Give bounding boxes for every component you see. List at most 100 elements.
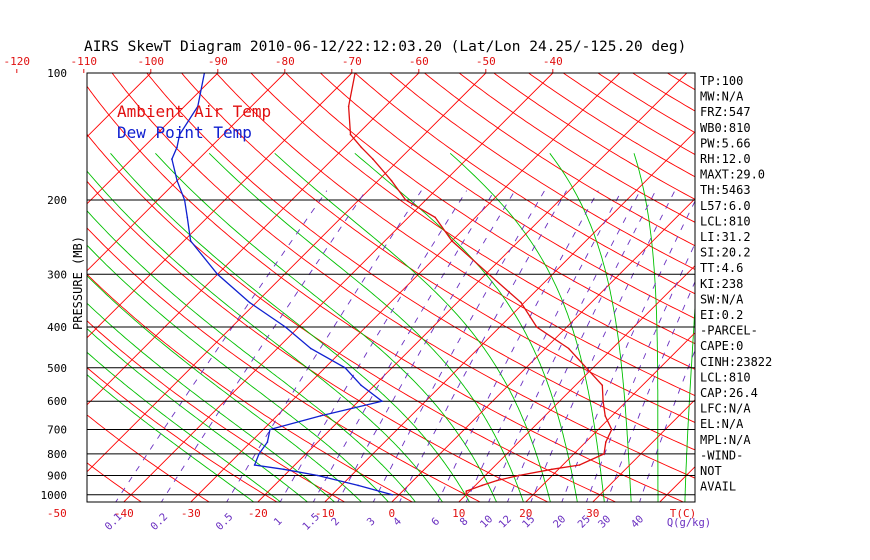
dew-point-temp-point	[189, 240, 192, 242]
dew-point-temp-point	[266, 441, 269, 443]
top-axis-tick-label: -80	[275, 55, 295, 68]
dry-adiabat-line	[87, 133, 617, 502]
sounding-index-item: LI:31.2	[700, 230, 751, 244]
sounding-index-item: AVAIL	[700, 480, 736, 494]
isotherm-line	[87, 73, 353, 339]
sounding-index-item: NOT	[700, 464, 722, 478]
top-axis-tick-label: -110	[71, 55, 98, 68]
ambient-air-temp-point	[349, 133, 352, 136]
bottom-axis-tick-label: 20	[519, 507, 532, 520]
dry-adiabat-line	[285, 73, 695, 345]
mixing-ratio-line	[160, 190, 367, 502]
dry-adiabat-line	[250, 73, 695, 370]
ambient-air-temp-point	[605, 441, 607, 443]
pressure-tick-label: 500	[47, 362, 67, 375]
mixing-ratio-lines	[115, 190, 695, 502]
dry-adiabat-line	[458, 73, 695, 223]
moist-adiabat-line	[87, 351, 282, 502]
top-axis-tick-label: -100	[138, 55, 165, 68]
dry-adiabat-line	[111, 73, 695, 479]
mixing-ratio-tick-label: 40	[629, 513, 646, 530]
bottom-axis-tick-label: 30	[586, 507, 599, 520]
mixing-ratio-line	[606, 280, 695, 502]
isotherm-line	[592, 399, 695, 502]
pressure-tick-label: 200	[47, 194, 67, 207]
mixing-ratio-tick-label: 4	[391, 515, 404, 528]
bottom-axis-tick-label: 10	[452, 507, 465, 520]
pressure-tick-label: 300	[47, 268, 67, 281]
sounding-index-item: CAPE:0	[700, 339, 743, 353]
dew-point-temp-point	[183, 199, 186, 201]
bottom-axis-tick-label: -30	[181, 507, 201, 520]
bottom-axis-tick-label: -10	[315, 507, 335, 520]
dew-point-temp-point	[178, 133, 181, 136]
isotherm-line	[87, 73, 487, 473]
top-axis-tick-label: -50	[476, 55, 496, 68]
mixing-ratio-line	[312, 190, 495, 502]
ambient-air-temp-line	[347, 73, 613, 495]
isotherm-line	[324, 131, 695, 502]
mixing-ratio-line	[465, 190, 623, 502]
dry-adiabat-line	[389, 73, 695, 271]
top-axis-tick-label: -120	[4, 55, 31, 68]
top-axis-tick-label: -90	[208, 55, 228, 68]
mixing-ratio-line	[639, 349, 695, 502]
dew-point-temp-point	[176, 146, 178, 149]
sounding-index-item: L57:6.0	[700, 199, 751, 213]
ambient-air-temp-point	[567, 347, 570, 350]
mixing-ratio-line	[226, 190, 422, 502]
dry-adiabat-line	[527, 73, 695, 178]
sounding-index-item: CINH:23822	[700, 355, 772, 369]
ambient-air-temp-point	[496, 479, 498, 482]
sounding-index-item: WB0:810	[700, 121, 751, 135]
dew-point-temp-point	[283, 468, 285, 471]
ambient-air-temp-point	[520, 301, 522, 304]
dew-point-temp-point	[284, 326, 287, 328]
top-axis-tick-label: -60	[409, 55, 429, 68]
pressure-tick-label: 1000	[41, 489, 68, 502]
mixing-ratio-tick-label: 3	[365, 515, 378, 528]
dry-adiabat-line	[181, 73, 695, 423]
ambient-air-temp-point	[585, 367, 588, 369]
bottom-axis-tick-label: -50	[47, 507, 67, 520]
pressure-axis: 100 200 300 400 500 600 700 800 900 1000	[41, 67, 68, 502]
legend-item-dew-point-temp: Dew Point Temp	[117, 123, 252, 142]
mixing-ratio-line	[488, 190, 641, 502]
sounding-index-item: -PARCEL-	[700, 324, 758, 338]
sounding-index-item: LCL:810	[700, 214, 751, 228]
ambient-air-temp-point	[578, 464, 581, 466]
bottom-axis-tick-label: 0	[388, 507, 395, 520]
ambient-air-temp-point	[372, 158, 374, 160]
sounding-index-item: SI:20.2	[700, 246, 751, 260]
ambient-air-temp-point	[488, 273, 490, 276]
pressure-tick-label: 700	[47, 424, 67, 437]
top-axis-tick-label: -40	[543, 55, 563, 68]
sounding-index-item: MW:N/A	[700, 90, 744, 104]
dew-point-temp-point	[197, 105, 199, 108]
mixing-ratio-tick-label: 10	[478, 513, 495, 530]
sounding-index-item: FRZ:547	[700, 105, 751, 119]
dry-adiabat-line	[319, 73, 695, 319]
dry-adiabat-line	[666, 73, 695, 91]
ambient-air-temp-point	[465, 490, 468, 492]
isotherm-line	[525, 332, 695, 502]
ambient-air-temp-point	[518, 474, 520, 477]
legend-item-ambient-air-temp: Ambient Air Temp	[117, 102, 271, 121]
isotherm-line	[0, 73, 17, 502]
sounding-index-item: MPL:N/A	[700, 433, 751, 447]
pressure-tick-label: 900	[47, 470, 67, 483]
dew-point-temp-point	[176, 179, 178, 182]
mixing-ratio-line	[530, 190, 676, 502]
dry-adiabat-line	[0, 66, 76, 504]
sounding-index-item: KI:238	[700, 277, 743, 291]
dry-adiabat-line	[87, 414, 210, 502]
sounding-index-item: CAP:26.4	[700, 386, 758, 400]
mixing-ratio-tick-label: 1	[272, 515, 285, 528]
dry-adiabat-line	[87, 85, 685, 502]
pressure-tick-label: 100	[47, 67, 67, 80]
sounding-index-item: EI:0.2	[700, 308, 743, 322]
mixing-ratio-tick-label: 6	[429, 515, 442, 528]
ambient-air-temp-point	[360, 146, 363, 149]
